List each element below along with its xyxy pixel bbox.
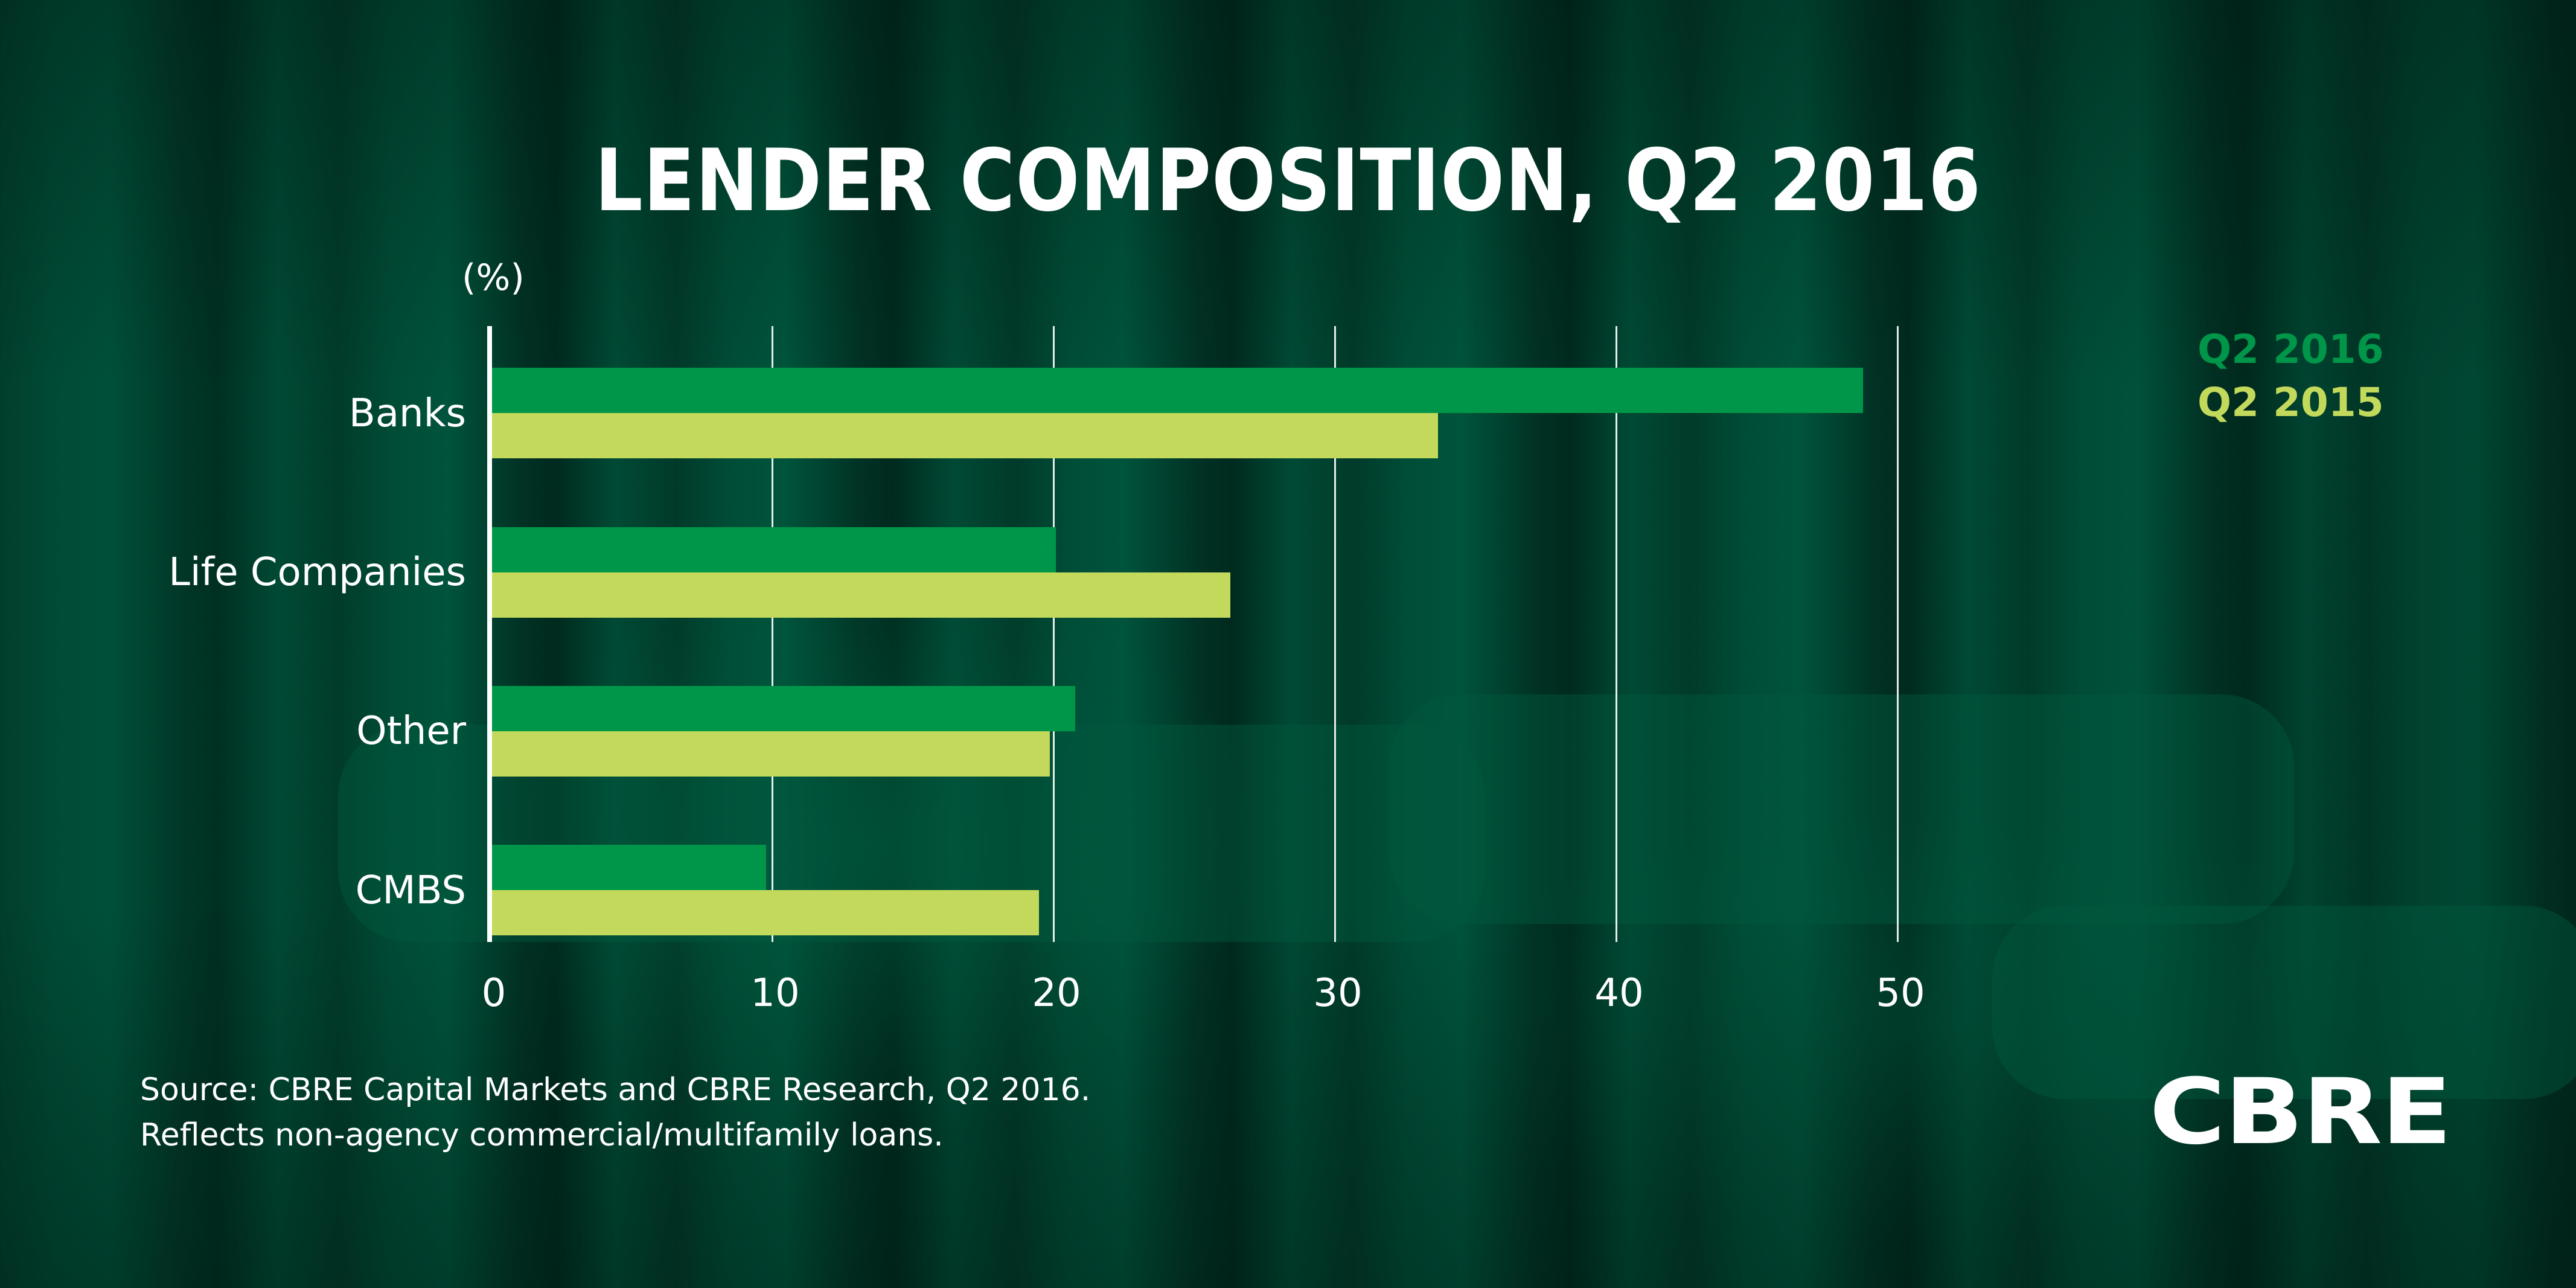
bar-cmbs-q2-2015	[492, 890, 1039, 935]
x-tick-20: 20	[1032, 971, 1081, 1016]
chart-title: LENDER COMPOSITION, Q2 2016	[595, 131, 1981, 231]
category-label-banks: Banks	[348, 391, 466, 436]
x-tick-10: 10	[750, 971, 800, 1016]
bar-banks-q2-2016	[492, 368, 1864, 413]
legend: Q2 2016 Q2 2015	[2197, 323, 2384, 429]
plot-area	[487, 326, 1903, 942]
category-label-life-companies: Life Companies	[168, 550, 466, 595]
legend-item-q2-2016: Q2 2016	[2197, 326, 2384, 373]
gridline-10	[772, 326, 773, 942]
category-label-other: Other	[356, 709, 466, 754]
gridline-40	[1616, 326, 1617, 942]
bar-life-companies-q2-2015	[492, 572, 1230, 618]
source-line-2: Reflects non-agency commercial/multifami…	[140, 1117, 944, 1153]
x-tick-40: 40	[1594, 971, 1644, 1016]
source-line-1: Source: CBRE Capital Markets and CBRE Re…	[140, 1072, 1091, 1108]
unit-label: (%)	[462, 257, 525, 299]
cbre-logo: CBRE	[2149, 1060, 2452, 1165]
bar-life-companies-q2-2016	[492, 527, 1056, 572]
bar-cmbs-q2-2016	[492, 845, 766, 890]
x-tick-30: 30	[1313, 971, 1363, 1016]
x-tick-0: 0	[481, 971, 507, 1016]
gridline-20	[1053, 326, 1055, 942]
bar-banks-q2-2015	[492, 413, 1439, 458]
gridline-50	[1897, 326, 1899, 942]
y-axis-line	[487, 326, 492, 942]
gridline-30	[1334, 326, 1336, 942]
bar-other-q2-2015	[492, 731, 1050, 777]
category-label-cmbs: CMBS	[355, 868, 466, 913]
legend-item-q2-2015: Q2 2015	[2197, 379, 2384, 426]
source-note: Source: CBRE Capital Markets and CBRE Re…	[140, 1068, 1090, 1158]
bar-other-q2-2016	[492, 686, 1076, 731]
x-tick-50: 50	[1876, 971, 1925, 1016]
